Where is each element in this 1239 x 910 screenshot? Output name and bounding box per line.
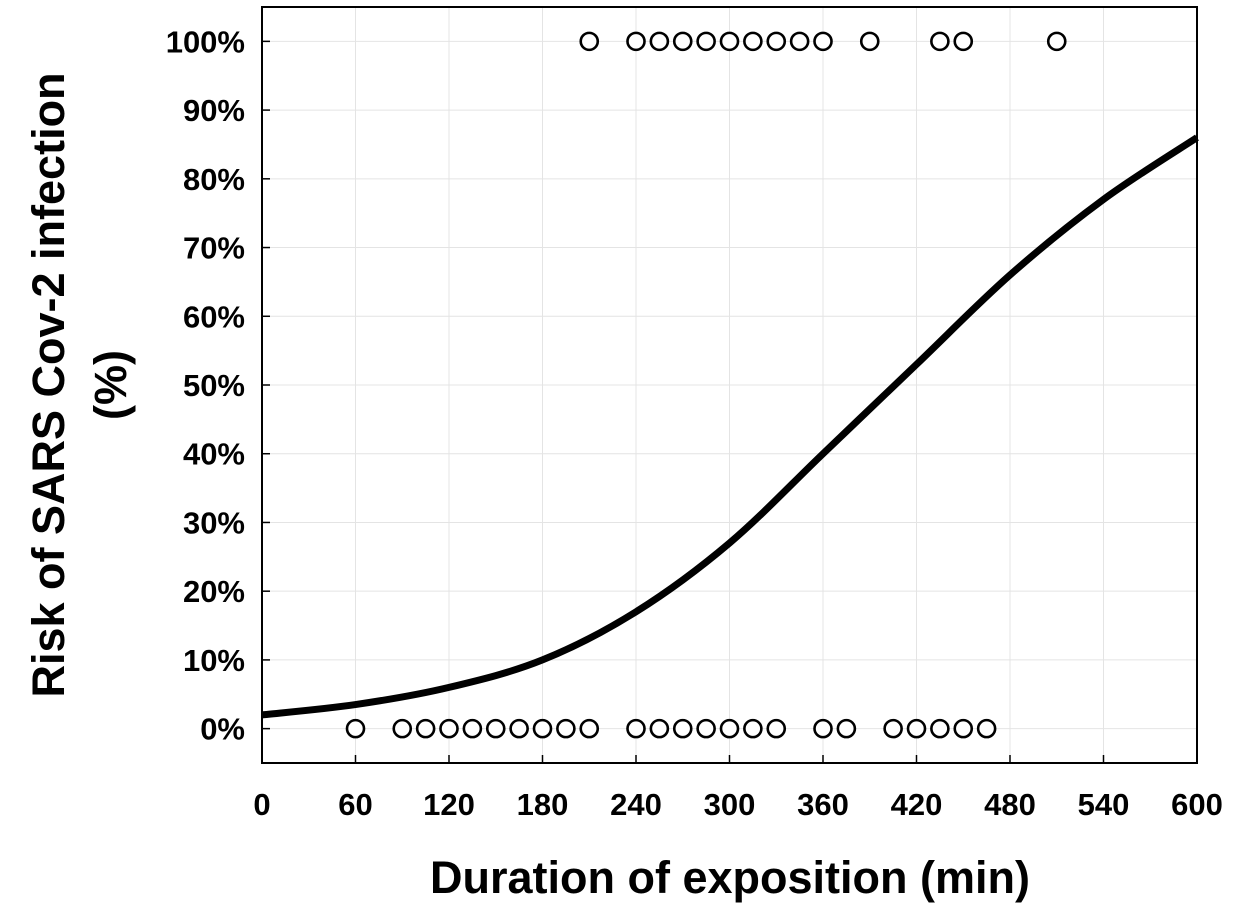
- x-tick-label: 420: [891, 787, 943, 822]
- scatter-point: [532, 718, 553, 739]
- y-tick-label: 100%: [166, 24, 245, 59]
- x-tick-label: 0: [253, 787, 270, 822]
- scatter-point: [345, 718, 366, 739]
- y-axis-title-line1: Risk of SARS Cov-2 infection: [23, 72, 74, 697]
- x-tick-label: 120: [423, 787, 475, 822]
- scatter-point: [579, 718, 600, 739]
- scatter-point: [953, 718, 974, 739]
- scatter-point: [392, 718, 413, 739]
- y-tick-label: 80%: [183, 162, 245, 197]
- x-tick-label: 480: [984, 787, 1036, 822]
- tick-layer: 0 60 120 180 240 300 360 420 480 540 600 0% 10% 20% 30…: [166, 24, 1223, 822]
- scatter-point: [415, 718, 436, 739]
- scatter-point: [766, 31, 787, 52]
- y-tick-label: 20%: [183, 574, 245, 609]
- scatter-point: [1046, 31, 1067, 52]
- y-axis-title: Risk of SARS Cov-2 infection (%): [23, 72, 136, 697]
- scatter-point: [789, 31, 810, 52]
- scatter-point: [579, 31, 600, 52]
- y-tick-label: 0%: [200, 712, 245, 747]
- scatter-point: [439, 718, 459, 739]
- scatter-point: [556, 718, 576, 739]
- scatter-point: [930, 718, 950, 739]
- scatter-point: [743, 718, 763, 739]
- x-tick-label: 60: [338, 787, 372, 822]
- y-tick-label: 50%: [183, 368, 245, 403]
- scatter-point: [672, 718, 693, 739]
- x-tick-label: 360: [797, 787, 849, 822]
- y-tick-label: 30%: [183, 505, 245, 540]
- scatter-point: [836, 718, 857, 739]
- scatter-point: [649, 31, 670, 52]
- scatter-point: [672, 31, 693, 52]
- fit-curve: [261, 134, 1199, 719]
- scatter-point: [930, 31, 950, 52]
- scatter-point: [626, 31, 646, 52]
- scatter-point: [859, 31, 880, 52]
- scatter-point: [719, 31, 740, 52]
- scatter-point: [883, 718, 903, 739]
- scatter-point: [813, 718, 833, 739]
- y-tick-label: 60%: [183, 299, 245, 334]
- scatter-point: [626, 718, 646, 739]
- scatter-point: [953, 31, 974, 52]
- x-axis-title: Duration of exposition (min): [430, 852, 1030, 903]
- scatter-point: [462, 718, 483, 739]
- scatter-point: [719, 718, 740, 739]
- scatter-point: [649, 718, 670, 739]
- x-tick-label: 540: [1078, 787, 1130, 822]
- y-tick-label: 40%: [183, 437, 245, 472]
- scatter-point: [696, 718, 716, 739]
- curve-layer: [261, 134, 1199, 719]
- x-tick-label: 600: [1171, 787, 1223, 822]
- y-tick-label: 70%: [183, 231, 245, 266]
- y-tick-label: 90%: [183, 93, 245, 128]
- scatter-point: [766, 718, 787, 739]
- marker-layer: [345, 31, 1067, 739]
- grid-layer: [261, 7, 1198, 763]
- scatter-point: [485, 718, 506, 739]
- x-tick-label: 300: [704, 787, 756, 822]
- scatter-point: [743, 31, 763, 52]
- scatter-point: [906, 718, 927, 739]
- y-axis-title-line2: (%): [85, 350, 136, 420]
- scatter-point: [696, 31, 716, 52]
- x-tick-label: 180: [517, 787, 569, 822]
- x-tick-label: 240: [610, 787, 662, 822]
- scatter-point: [509, 718, 529, 739]
- scatter-point: [976, 718, 997, 739]
- scatter-point: [813, 31, 833, 52]
- y-tick-label: 10%: [183, 643, 245, 678]
